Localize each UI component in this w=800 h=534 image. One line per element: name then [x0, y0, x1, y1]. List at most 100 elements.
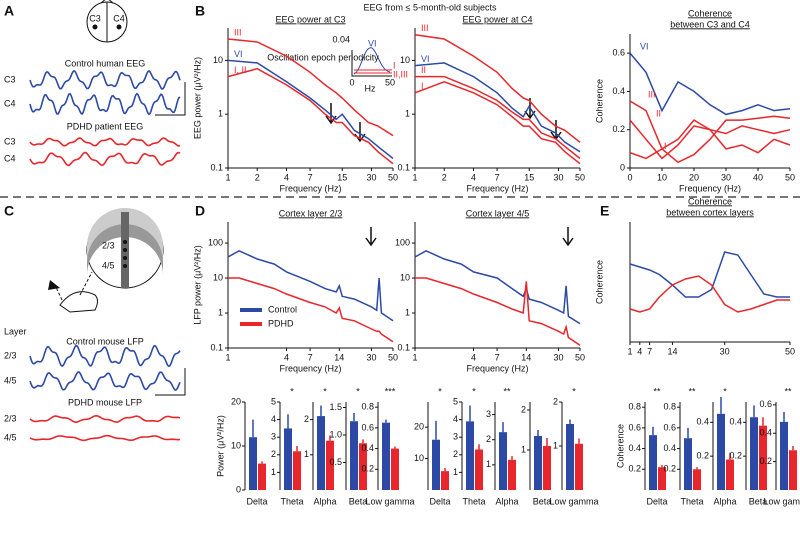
y-axis-label: Power (μV²/Hz) [215, 415, 225, 477]
category-label: Beta [533, 496, 552, 506]
bar [575, 443, 583, 490]
y-tick-label: 2 [521, 404, 526, 414]
bar [391, 448, 399, 490]
bar [258, 463, 266, 490]
trace [29, 371, 181, 391]
y-tick-label: 0.4 [628, 443, 641, 453]
bar [432, 439, 440, 490]
x-tick-label: 50 [785, 172, 795, 182]
chart-title: EEG power at C4 [462, 14, 532, 24]
significance: ** [503, 386, 511, 396]
y-tick-label: 100 [395, 237, 410, 247]
y-axis-label: Coherence [594, 79, 604, 123]
category-label: Theta [280, 496, 303, 506]
layer-label: 4/5 [102, 260, 115, 270]
channel-label: C4 [4, 98, 16, 108]
y-tick-label: 10 [400, 55, 410, 65]
y-tick-label: 0.2 [612, 124, 625, 134]
category-label: Delta [429, 496, 450, 506]
panel-letter: E [600, 203, 609, 219]
trace-heading: PDHD mouse LFP [68, 397, 142, 407]
y-tick-label: 3 [453, 432, 458, 442]
channel-label: 4/5 [4, 375, 17, 385]
line-label: II [656, 109, 661, 119]
x-tick-label: 1 [627, 346, 632, 356]
y-axis-label: Coherence [615, 424, 625, 468]
y-tick-label: 0.8 [361, 402, 374, 412]
y-tick-label: 0.1 [210, 342, 223, 352]
y-tick-label: 0.8 [663, 402, 676, 412]
series-line [415, 277, 581, 346]
y-tick-label: 0.4 [612, 86, 625, 96]
series-line [227, 67, 394, 165]
panel-letter: A [4, 3, 14, 19]
x-tick-label: 4 [471, 172, 476, 182]
x-tick-label: 30 [553, 172, 563, 182]
x-axis-label: Frequency (Hz) [466, 363, 528, 373]
x-tick-label: 50 [575, 352, 585, 362]
y-tick-label: 0.2 [663, 464, 676, 474]
electrode-label: C4 [113, 13, 125, 23]
trace [29, 137, 181, 147]
x-tick-label: 7 [495, 172, 500, 182]
category-label: Low gamma [549, 496, 598, 506]
x-tick-label: 30 [553, 352, 563, 362]
axis [414, 28, 580, 169]
y-tick-label: 1.0 [329, 429, 342, 439]
x-tick-label: 14 [521, 352, 531, 362]
channel-label: C4 [4, 153, 16, 163]
chart-title: Coherence [688, 8, 732, 18]
chart-subtitle: between C3 and C4 [670, 19, 750, 29]
y-tick-label: 0.6 [612, 48, 625, 58]
x-tick-label: 4 [471, 352, 476, 362]
category-label: Theta [680, 496, 703, 506]
y-tick-label: 5 [453, 396, 458, 406]
y-tick-label: 20 [414, 422, 424, 432]
y-tick-label: 0 [620, 162, 625, 172]
bar [508, 459, 516, 490]
channel-label: C3 [4, 136, 16, 146]
significance: * [356, 386, 360, 396]
y-tick-label: 2 [453, 449, 458, 459]
legend-label: PDHD [268, 318, 294, 328]
y-tick-label: 0.4 [361, 443, 374, 453]
category-label: Theta [462, 496, 485, 506]
inset-label: I [393, 60, 396, 70]
bar [543, 446, 551, 490]
y-tick-label: 1 [405, 109, 410, 119]
line-label: III [421, 23, 429, 33]
y-tick-label: 3 [486, 409, 491, 419]
scale-bar [155, 368, 186, 396]
chart-subtitle: between cortex layers [666, 207, 754, 217]
y-tick-label: 0.4 [663, 443, 676, 453]
x-tick-label: 30 [720, 346, 730, 356]
y-tick-label: 0.1 [397, 342, 410, 352]
channel-label: 2/3 [4, 413, 17, 423]
panel-letter: B [195, 3, 205, 19]
x-tick-label: 50 [388, 352, 398, 362]
y-tick-label: 10 [213, 55, 223, 65]
bar [566, 424, 574, 490]
y-tick-label: 2 [486, 434, 491, 444]
series-line [629, 115, 791, 164]
significance: * [438, 386, 442, 396]
trace [29, 415, 181, 424]
x-tick-label: 4 [284, 352, 289, 362]
line-label: I [664, 141, 667, 151]
x-axis-label: Frequency (Hz) [279, 183, 341, 193]
line-label: III [234, 27, 242, 37]
channel-label: 4/5 [4, 432, 17, 442]
y-tick-label: 2 [271, 449, 276, 459]
significance: *** [385, 386, 396, 396]
electrode-label: C3 [89, 13, 101, 23]
inset-tick: 0 [349, 77, 354, 87]
y-tick-label: 0.5 [329, 457, 342, 467]
x-tick-label: 14 [667, 346, 677, 356]
channel-label: C3 [4, 74, 16, 84]
category-label: Low gamma [365, 496, 414, 506]
trace [29, 69, 181, 90]
category-label: Beta [749, 496, 768, 506]
x-tick-label: 2 [255, 172, 260, 182]
probe-drawing [48, 208, 164, 313]
significance: ** [784, 386, 792, 396]
